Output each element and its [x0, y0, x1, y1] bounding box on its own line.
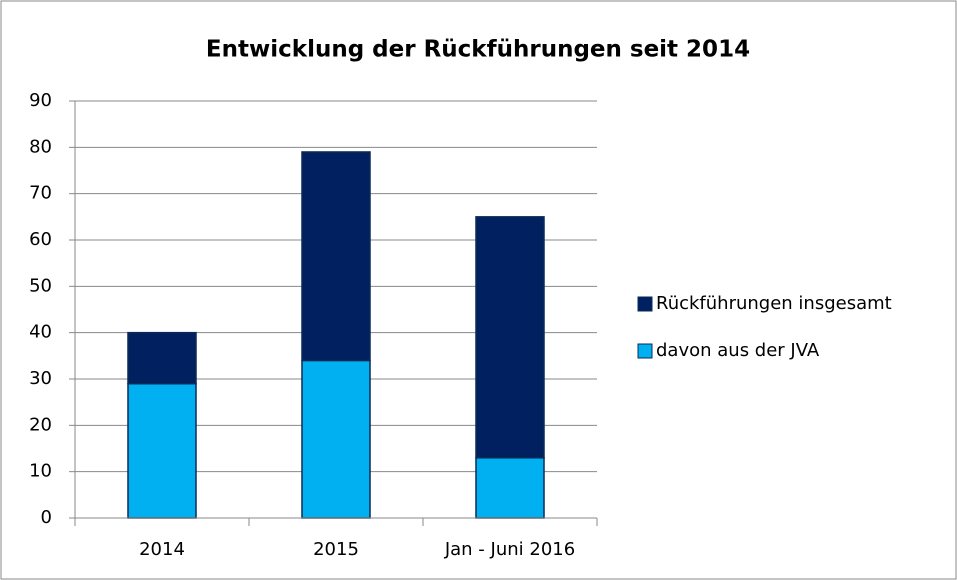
x-tick-label: Jan - Juni 2016	[444, 539, 575, 560]
legend-swatch	[637, 296, 653, 312]
y-tick-label: 0	[41, 507, 52, 528]
y-tick-label: 80	[29, 136, 52, 157]
legend-swatch	[637, 343, 653, 359]
y-tick-label: 60	[29, 229, 52, 250]
bar-segment	[301, 359, 371, 519]
bar-segment	[475, 457, 545, 519]
y-tick-label: 40	[29, 322, 52, 343]
bar-segment	[127, 382, 197, 519]
bar-segment	[475, 216, 545, 459]
legend-label: Rückführungen insgesamt	[656, 293, 892, 314]
bar-segment	[127, 331, 197, 385]
legend-label: davon aus der JVA	[656, 340, 820, 361]
y-tick-label: 90	[29, 90, 52, 111]
y-tick-label: 10	[29, 461, 52, 482]
y-tick-label: 70	[29, 183, 52, 204]
y-tick-label: 30	[29, 368, 52, 389]
y-tick-label: 20	[29, 414, 52, 435]
y-tick-label: 50	[29, 275, 52, 296]
x-tick-label: 2014	[139, 539, 185, 560]
bar-segment	[301, 151, 371, 362]
x-tick-label: 2015	[313, 539, 359, 560]
chart-title: Entwicklung der Rückführungen seit 2014	[206, 37, 750, 63]
